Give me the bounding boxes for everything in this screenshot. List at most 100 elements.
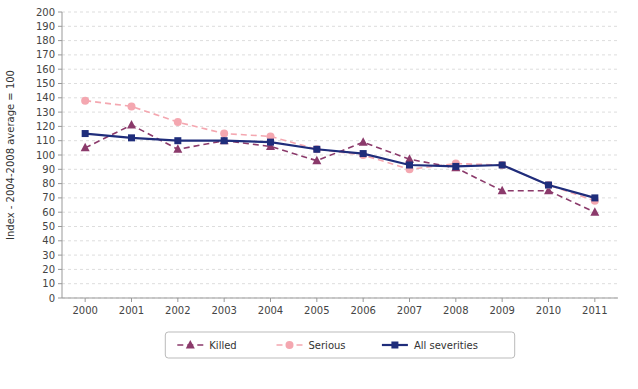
x-tick [409,298,410,302]
grid-line [62,12,618,13]
y-tick-label: 190 [36,21,55,32]
y-tick [58,298,62,299]
series [81,97,599,205]
y-tick [58,40,62,41]
x-tick [224,298,225,302]
y-tick [58,283,62,284]
y-tick-label: 90 [42,164,55,175]
y-tick-label: 130 [36,107,55,118]
x-tick-label: 2007 [397,305,422,316]
point [406,162,413,169]
y-tick [58,212,62,213]
y-axis [62,12,63,298]
series-line [85,134,595,198]
x-tick [85,298,86,302]
x-tick [594,298,595,302]
x-axis [62,298,618,299]
y-tick [58,112,62,113]
point [545,182,552,189]
grid-line [62,126,618,127]
point [498,161,506,169]
point [360,150,367,157]
x-tick-label: 2001 [119,305,144,316]
series-line [85,125,595,212]
point [220,130,228,138]
y-tick [58,83,62,84]
y-tick-label: 100 [36,150,55,161]
legend-box [165,332,514,358]
y-tick [58,183,62,184]
grid-line [62,240,618,241]
point [498,186,507,195]
y-tick [58,169,62,170]
y-tick-label: 120 [36,121,55,132]
grid-line [62,197,618,198]
point [452,163,459,170]
y-axis-label: Index - 2004-2008 average = 100 [5,70,16,240]
y-tick [58,69,62,70]
legend: KilledSeriousAll severities [165,332,514,358]
grid-line [62,83,618,84]
y-tick-label: 70 [42,192,55,203]
x-tick [548,298,549,302]
series-line [85,101,595,201]
y-tick [58,197,62,198]
x-tick-label: 2011 [582,305,607,316]
y-tick-label: 50 [42,221,55,232]
x-tick-label: 2002 [165,305,190,316]
grid-line [62,283,618,284]
axes: 0102030405060708090100110120130140150160… [36,7,618,317]
y-tick [58,97,62,98]
point [545,181,553,189]
grid-line [62,269,618,270]
x-tick [455,298,456,302]
y-tick [58,240,62,241]
legend-marker [286,341,294,349]
grid-line [62,140,618,141]
y-tick [58,255,62,256]
point [590,207,599,216]
x-tick-label: 2006 [350,305,375,316]
x-tick [177,298,178,302]
x-tick [270,298,271,302]
grid-line [62,97,618,98]
grid-line [62,226,618,227]
grid-line [62,212,618,213]
y-tick [58,54,62,55]
point [313,145,321,153]
y-tick-label: 110 [36,135,55,146]
x-tick-label: 2003 [211,305,236,316]
y-tick-label: 180 [36,35,55,46]
chart: 0102030405060708090100110120130140150160… [0,0,638,389]
grid-line [62,255,618,256]
point [174,137,181,144]
x-tick-label: 2008 [443,305,468,316]
y-tick-label: 30 [42,250,55,261]
point [451,163,460,172]
y-tick-label: 40 [42,235,55,246]
x-tick [502,298,503,302]
point [174,118,182,126]
y-tick-label: 160 [36,64,55,75]
legend-label: Serious [309,340,346,351]
y-tick-label: 150 [36,78,55,89]
y-tick-label: 170 [36,49,55,60]
plot-area [81,97,600,216]
x-tick [316,298,317,302]
x-tick-label: 2000 [72,305,97,316]
y-tick [58,226,62,227]
point [359,151,367,159]
x-tick-label: 2005 [304,305,329,316]
x-tick [363,298,364,302]
point [313,146,320,153]
grid-line [62,40,618,41]
series [81,120,600,216]
point [81,97,89,105]
point [267,139,274,146]
grid-line [62,183,618,184]
point [221,137,228,144]
y-tick-label: 140 [36,92,55,103]
grid-line [62,298,618,299]
y-tick-label: 0 [49,293,55,304]
point [499,162,506,169]
